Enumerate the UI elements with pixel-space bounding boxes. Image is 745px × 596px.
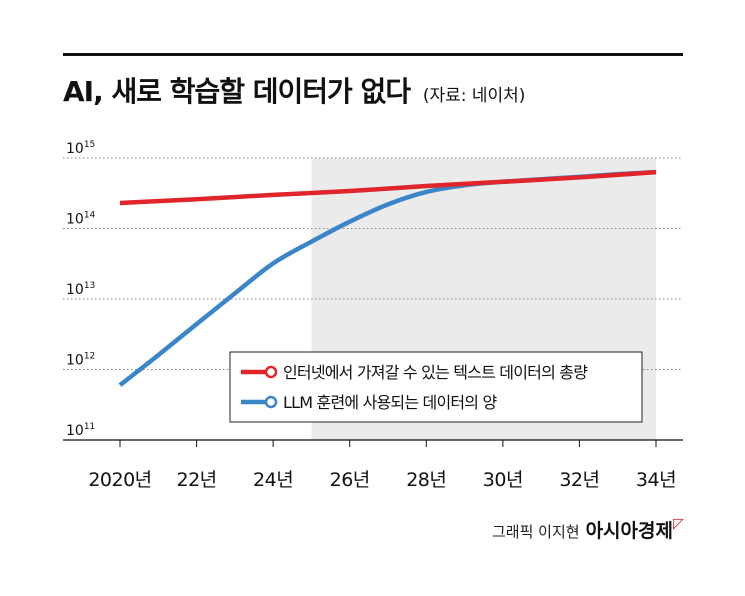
graphic-credit: 그래픽 이지현: [492, 523, 580, 541]
legend: 인터넷에서 가져갈 수 있는 텍스트 데이터의 총량 LLM 훈련에 사용되는 데…: [229, 351, 643, 423]
chart-title: AI, 새로 학습할 데이터가 없다 (자료: 네이처): [63, 70, 525, 110]
legend-label: 인터넷에서 가져갈 수 있는 텍스트 데이터의 총량: [283, 363, 588, 382]
header-rule: [63, 53, 683, 56]
x-tick-label: 32년: [559, 469, 599, 491]
x-tick-label: 24년: [253, 469, 293, 491]
x-axis-ticks: 2020년 22년 24년 26년 28년 30년 32년 34년: [88, 440, 677, 491]
series-lines: [118, 169, 657, 387]
credit-line: 그래픽 이지현 아시아경제◸: [492, 516, 684, 543]
series-line-total-text-data: [119, 169, 657, 206]
y-tick-label: 1011: [66, 422, 95, 439]
chart-title-text: AI, 새로 학습할 데이터가 없다: [63, 75, 411, 108]
y-tick-label: 1015: [66, 140, 95, 157]
legend-swatch-marker: [264, 365, 278, 379]
y-tick-label: 1012: [66, 352, 95, 369]
x-tick-label: 30년: [483, 469, 523, 491]
x-tick-label: 22년: [176, 469, 216, 491]
legend-swatch-marker: [264, 395, 278, 409]
outlet-logo-text: 아시아경제: [585, 520, 673, 542]
outlet-logo-mark-icon: ◸: [672, 516, 684, 532]
legend-box: [229, 351, 643, 423]
y-tick-label: 1013: [66, 281, 95, 298]
y-tick-label: 1014: [66, 211, 96, 228]
y-axis-tick-labels: 1015 1014 1013 1012 1011: [66, 140, 96, 439]
x-tick-label: 2020년: [88, 469, 151, 491]
legend-label: LLM 훈련에 사용되는 데이터의 양: [283, 393, 497, 412]
x-tick-label: 26년: [330, 469, 370, 491]
x-tick-label: 28년: [406, 469, 446, 491]
chart-source: (자료: 네이처): [422, 86, 526, 106]
x-tick-label: 34년: [636, 469, 676, 491]
